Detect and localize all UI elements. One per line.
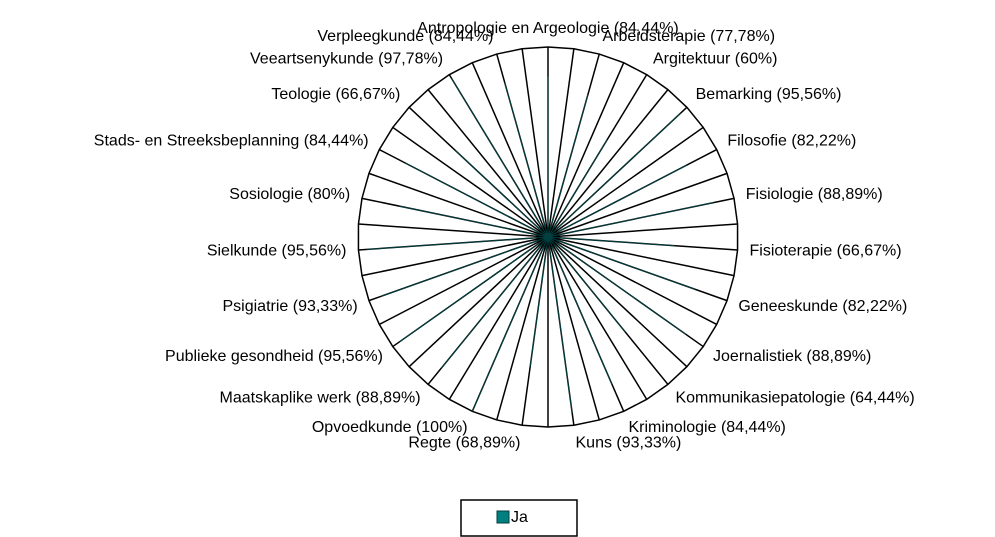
spoke [547,172,728,238]
category-label: Regte (68,89%) [408,434,520,451]
spoke [496,236,549,421]
category-label: Maatskaplike werk (88,89%) [220,390,421,407]
category-label: Geneeskunde (82,22%) [738,298,907,315]
spoke [547,89,669,238]
category-label: Kommunikasiepatologie (64,44%) [675,390,914,407]
category-label: Argitektuur (60%) [653,50,778,67]
category-label: Stads- en Streeksbeplanning (84,44%) [94,133,369,150]
spoke [547,236,735,277]
spoke [368,172,549,238]
category-label: Psigiatrie (93,33%) [222,298,357,315]
spoke [547,126,704,238]
legend-swatch [496,510,510,524]
spoke [408,236,549,368]
category-label: Joernalistiek (88,89%) [713,348,871,365]
spoke [547,236,648,400]
category-label: Sielkunde (95,56%) [207,242,347,259]
spoke [358,223,549,238]
spoke [547,236,718,326]
radar-area [366,76,714,413]
legend-label: Ja [511,509,528,526]
spoke [547,62,625,238]
category-label: Arbeidsterapie (77,78%) [602,28,775,45]
category-label: Kriminologie (84,44%) [628,419,785,436]
legend-box [460,499,578,537]
category-label: Sosiologie (80%) [229,186,350,203]
spoke [427,89,549,238]
category-label: Opvoedkunde (100%) [312,419,468,436]
spoke [547,223,738,238]
category-label: Fisiologie (88,89%) [746,186,883,203]
spoke [392,126,549,238]
category-label: Fisioterapie (66,67%) [750,242,902,259]
spoke [521,48,549,238]
spoke [471,62,549,238]
legend: Ja [460,499,578,537]
category-label: Kuns (93,33%) [576,434,682,451]
category-label: Verpleegkunde (84,44%) [317,28,493,45]
spoke [547,48,575,238]
category-label: Publieke gesondheid (95,56%) [165,348,383,365]
spoke [547,236,600,421]
category-label: Teologie (66,67%) [271,86,400,103]
category-label: Bemarking (95,56%) [696,86,842,103]
category-label: Veeartsenykunde (97,78%) [250,50,443,67]
spoke [448,236,549,400]
spoke [378,236,549,326]
spoke [361,236,549,277]
spoke [547,236,688,368]
category-label: Filosofie (82,22%) [727,133,856,150]
category-label: Antropologie en Argeologie (84,44%) [417,20,679,37]
